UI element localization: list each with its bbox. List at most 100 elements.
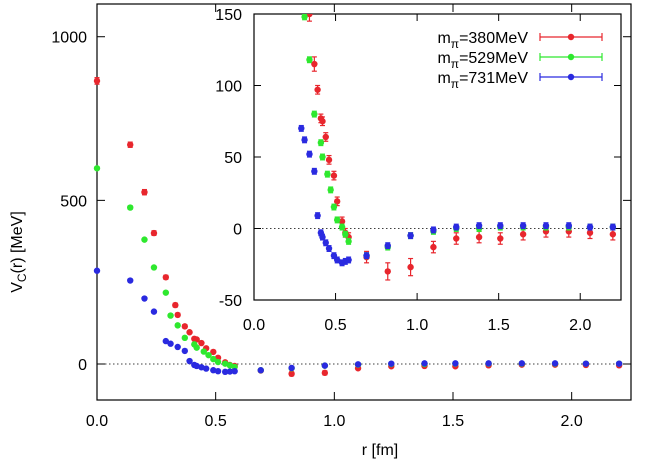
main-data-point	[93, 165, 101, 172]
x-axis-title: r [fm]	[362, 442, 398, 459]
legend-label: mπ=529MeV	[437, 50, 528, 71]
main-data-point	[221, 368, 229, 376]
main-x-tick-label: 2.0	[561, 413, 583, 430]
main-data-point	[186, 329, 193, 336]
inset-data-point	[319, 153, 326, 161]
inset-data-point	[542, 222, 550, 229]
main-data-point	[127, 141, 134, 148]
inset-y-tick-label: 50	[224, 150, 242, 167]
main-data-point	[167, 312, 174, 319]
main-data-point	[200, 348, 207, 355]
inset-data-point	[330, 172, 338, 179]
main-data-point	[582, 360, 590, 367]
inset-plot: 0.0 0.5 1.0 1.5 2.0 -50 0 50 100 150	[215, 0, 622, 334]
main-data-point	[162, 289, 170, 296]
main-data-point	[162, 274, 170, 281]
inset-data-point	[317, 139, 325, 146]
inset-data-point	[311, 60, 318, 68]
inset-data-point	[407, 263, 414, 271]
main-data-point	[93, 267, 101, 274]
main-data-point	[210, 355, 217, 363]
main-data-point	[181, 323, 189, 330]
inset-data-point	[322, 239, 329, 246]
main-data-point	[257, 367, 264, 374]
inset-y-tick-label: -50	[219, 293, 242, 310]
legend-item: mπ=529MeV	[437, 50, 603, 71]
main-y-tick-label: 1000	[51, 30, 87, 47]
inset-y-tick-label: 100	[215, 79, 242, 96]
legend-label: mπ=731MeV	[437, 70, 528, 91]
main-data-point	[226, 368, 234, 375]
inset-x-tick-label: 1.5	[488, 317, 510, 334]
inset-y-tick-label: 150	[215, 7, 242, 24]
main-data-point	[174, 311, 181, 319]
inset-data-point	[497, 222, 504, 229]
main-data-point	[388, 360, 395, 367]
main-data-point	[452, 360, 459, 367]
inset-data-point	[519, 231, 527, 238]
inset-data-point	[430, 226, 437, 234]
main-data-point	[174, 343, 181, 351]
inset-data-point	[586, 229, 594, 236]
inset-data-point	[519, 222, 527, 229]
inset-data-point	[311, 168, 318, 175]
inset-data-point	[314, 86, 321, 93]
inset-data-point	[325, 156, 333, 164]
inset-y-tick-label: 0	[233, 222, 242, 239]
main-x-tick-label: 0.0	[86, 413, 108, 430]
main-data-point	[214, 368, 222, 375]
main-data-point	[193, 344, 200, 351]
inset-data-point	[338, 218, 346, 225]
main-data-point	[231, 368, 238, 375]
main-data-point	[202, 365, 210, 372]
inset-data-point	[363, 252, 370, 259]
main-data-point	[210, 367, 217, 374]
main-data-point	[181, 347, 189, 355]
main-data-point	[174, 322, 181, 329]
inset-data-point	[330, 203, 338, 211]
inset-data-point	[333, 198, 341, 205]
main-data-point	[421, 360, 428, 367]
inset-data-point	[453, 235, 460, 242]
main-y-tick-label: 500	[60, 193, 87, 210]
inset-x-tick-label: 2.0	[569, 317, 591, 334]
main-data-point	[127, 277, 134, 284]
main-data-point	[150, 264, 158, 271]
main-data-point	[321, 369, 329, 377]
main-data-point	[551, 360, 559, 367]
main-data-point	[205, 351, 212, 359]
inset-data-point	[565, 222, 573, 229]
inset-data-point	[327, 186, 334, 194]
main-x-tick-label: 1.5	[442, 413, 464, 430]
inset-data-point	[407, 232, 414, 239]
main-data-point	[210, 348, 217, 356]
inset-data-point	[609, 231, 617, 238]
inset-x-tick-label: 1.0	[406, 317, 428, 334]
inset-data-point	[325, 245, 333, 252]
inset-data-point	[453, 223, 460, 231]
main-x-tick-label: 1.0	[323, 413, 345, 430]
main-plot-frame	[96, 3, 632, 401]
main-data-point	[321, 362, 329, 369]
inset-data-point	[384, 242, 391, 249]
main-series-2	[93, 267, 623, 376]
inset-x-tick-label: 0.0	[243, 317, 265, 334]
main-x-tick-label: 0.5	[205, 413, 227, 430]
inset-series-2	[290, 0, 617, 267]
inset-data-point	[290, 0, 296, 3]
inset-data-point	[333, 256, 341, 264]
inset-data-point	[342, 231, 349, 238]
main-data-point	[150, 308, 158, 315]
inset-data-point	[324, 170, 331, 178]
y-axis-title: VC(r) [MeV]	[9, 211, 29, 293]
main-data-point	[518, 360, 526, 367]
inset-x-tick-label: 0.5	[324, 317, 346, 334]
inset-data-point	[301, 136, 308, 144]
inset-data-point	[384, 268, 391, 275]
main-data-point	[214, 358, 222, 366]
main-data-point	[172, 301, 179, 309]
main-y-tick-label: 0	[78, 357, 87, 374]
